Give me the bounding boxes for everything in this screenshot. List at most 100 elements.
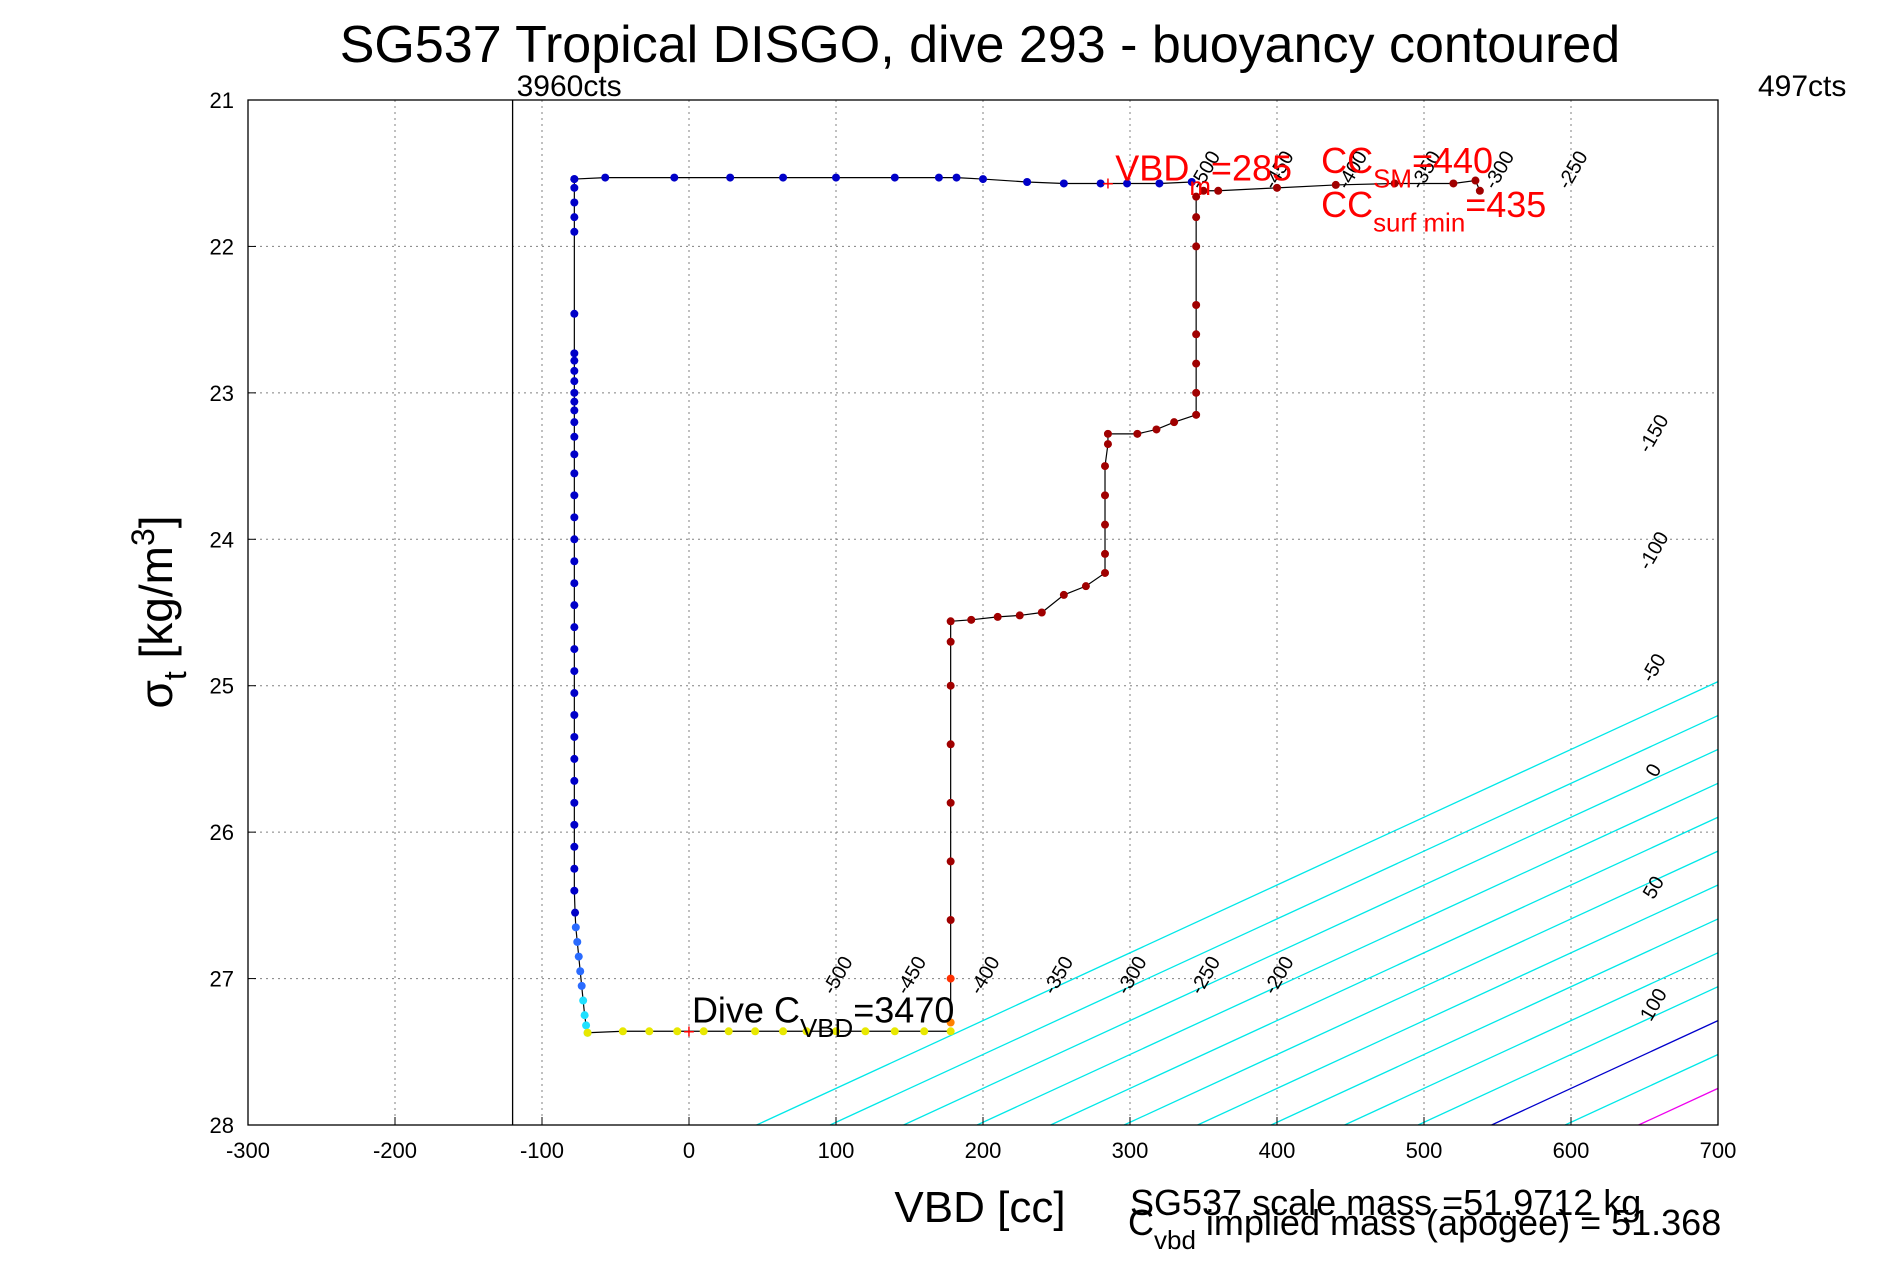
cc-sm-annotation-part-2: =440: [1412, 140, 1493, 181]
x-tick-label: -200: [373, 1138, 417, 1163]
data-point-climb: [1390, 179, 1399, 188]
data-point-dive: [570, 645, 579, 654]
data-point-bottom: [890, 1027, 899, 1036]
footer-cvbd: Cvbd implied mass (apogee) = 51.368: [1128, 1202, 1721, 1255]
y-tick-label: 22: [210, 234, 234, 259]
data-point-dive: [570, 667, 579, 676]
axes-layer: -300 -200 -100 0 100 200 300 400 500 600 700 21 22 23…: [125, 70, 1846, 1163]
data-point-climb: [1475, 186, 1484, 195]
data-point-climb: [1152, 425, 1161, 434]
data-point-climb: [1015, 611, 1024, 620]
data-point-bottom: [724, 1027, 733, 1036]
x-tick-label: -300: [226, 1138, 270, 1163]
data-point-dive: [570, 842, 579, 851]
data-point-dive: [570, 623, 579, 632]
data-point-climb: [1192, 330, 1201, 339]
x-tick-label: 600: [1553, 1138, 1590, 1163]
data-point-dive: [579, 996, 588, 1005]
data-point-climb: [1192, 213, 1201, 222]
x-tick-label: 0: [683, 1138, 695, 1163]
data-point-dive: [577, 981, 586, 990]
data-point-dive: [580, 1011, 589, 1020]
data-point-surface: [779, 173, 788, 182]
series-line-surface: [574, 177, 1192, 185]
contour-line: [1197, 884, 1718, 1125]
data-point-dive: [570, 601, 579, 610]
data-point-climb: [1101, 549, 1110, 558]
data-point-dive: [570, 450, 579, 459]
data-point-climb: [946, 740, 955, 749]
y-tick-label: 27: [210, 967, 234, 992]
y-tick-label: 28: [210, 1113, 234, 1138]
contour-line: [1123, 850, 1718, 1125]
data-point-dive: [570, 366, 579, 375]
data-point-dive: [570, 213, 579, 222]
data-point-climb: [1192, 359, 1201, 368]
data-point-climb: [946, 617, 955, 626]
data-point-bottom: [618, 1027, 627, 1036]
data-point-dive: [570, 388, 579, 397]
data-point-surface: [1187, 178, 1196, 186]
data-point-dive: [574, 952, 583, 961]
data-point-climb: [1192, 301, 1201, 309]
data-point-climb: [946, 637, 955, 646]
data-point-dive: [570, 432, 579, 441]
data-point-surface: [570, 175, 579, 184]
contour-line: [829, 714, 1718, 1125]
data-point-climb: [946, 916, 955, 924]
cc-sm-annotation-part-0: CC: [1321, 140, 1373, 181]
x-tick-label: 200: [965, 1138, 1002, 1163]
data-point-bottom: [802, 1027, 811, 1036]
data-point-dive: [570, 864, 579, 873]
cc-surf-min-annotation-part-1: surf min: [1373, 210, 1465, 238]
y-axis-label: σt [kg/m3]: [125, 515, 193, 708]
contour-line: [976, 782, 1718, 1125]
data-point-climb: [1059, 590, 1068, 599]
data-point-climb: [1101, 462, 1110, 471]
vbd-m-annotation-part-2: =285: [1211, 148, 1292, 189]
x-tick-label: 500: [1406, 1138, 1443, 1163]
data-point-dive: [570, 469, 579, 478]
cc-surf-min-annotation-part-2: =435: [1465, 184, 1546, 225]
vbd-m-annotation-part-1: m: [1189, 173, 1211, 201]
data-point-dive: [570, 397, 579, 406]
data-point-climb: [1449, 179, 1458, 188]
data-point-bottom: [832, 1027, 840, 1036]
counts-right-label: 497cts: [1758, 70, 1846, 103]
plus-marker: +: [683, 1021, 695, 1043]
data-point-climb: [1199, 186, 1208, 195]
dive-c-vbd-annotation-part-2: =3470: [853, 990, 954, 1031]
x-tick-label: 300: [1112, 1138, 1149, 1163]
contour-line: [1270, 918, 1718, 1125]
data-point-dive: [570, 309, 579, 318]
chart-title: SG537 Tropical DISGO, dive 293 - buoyanc…: [340, 16, 1620, 74]
series-layer: [570, 173, 1484, 1037]
y-label-unit: [kg/m: [130, 546, 182, 671]
contour-line: [756, 680, 1718, 1125]
data-point-bottom: [751, 1027, 760, 1036]
series-line-dive: [573, 179, 589, 1033]
footer-scale-mass: SG537 scale mass =51.9712 kg: [1130, 1182, 1641, 1223]
data-point-surface: [1096, 179, 1105, 188]
data-point-bottom: [779, 1027, 788, 1036]
data-point-dive: [570, 349, 579, 358]
x-tick-label: 700: [1700, 1138, 1737, 1163]
data-point-dive: [570, 557, 579, 566]
vbd-m-annotation: VBDm=285: [1115, 148, 1292, 201]
data-point-surface: [890, 173, 899, 182]
data-point-dive: [570, 886, 579, 895]
footer-cvbd-part-1: vbd: [1154, 1225, 1196, 1255]
x-tick-label: -100: [520, 1138, 564, 1163]
data-point-climb: [1214, 186, 1223, 195]
data-point-surface: [934, 173, 943, 182]
data-point-dive: [570, 535, 579, 544]
data-point-dive: [570, 198, 579, 207]
data-point-surface: [1023, 178, 1032, 186]
data-point-dive: [570, 227, 579, 236]
y-tick-label: 23: [210, 381, 234, 406]
vbd-m-annotation-part-0: VBD: [1115, 148, 1189, 189]
data-point-dive: [570, 754, 579, 763]
y-tick-label: 26: [210, 820, 234, 845]
